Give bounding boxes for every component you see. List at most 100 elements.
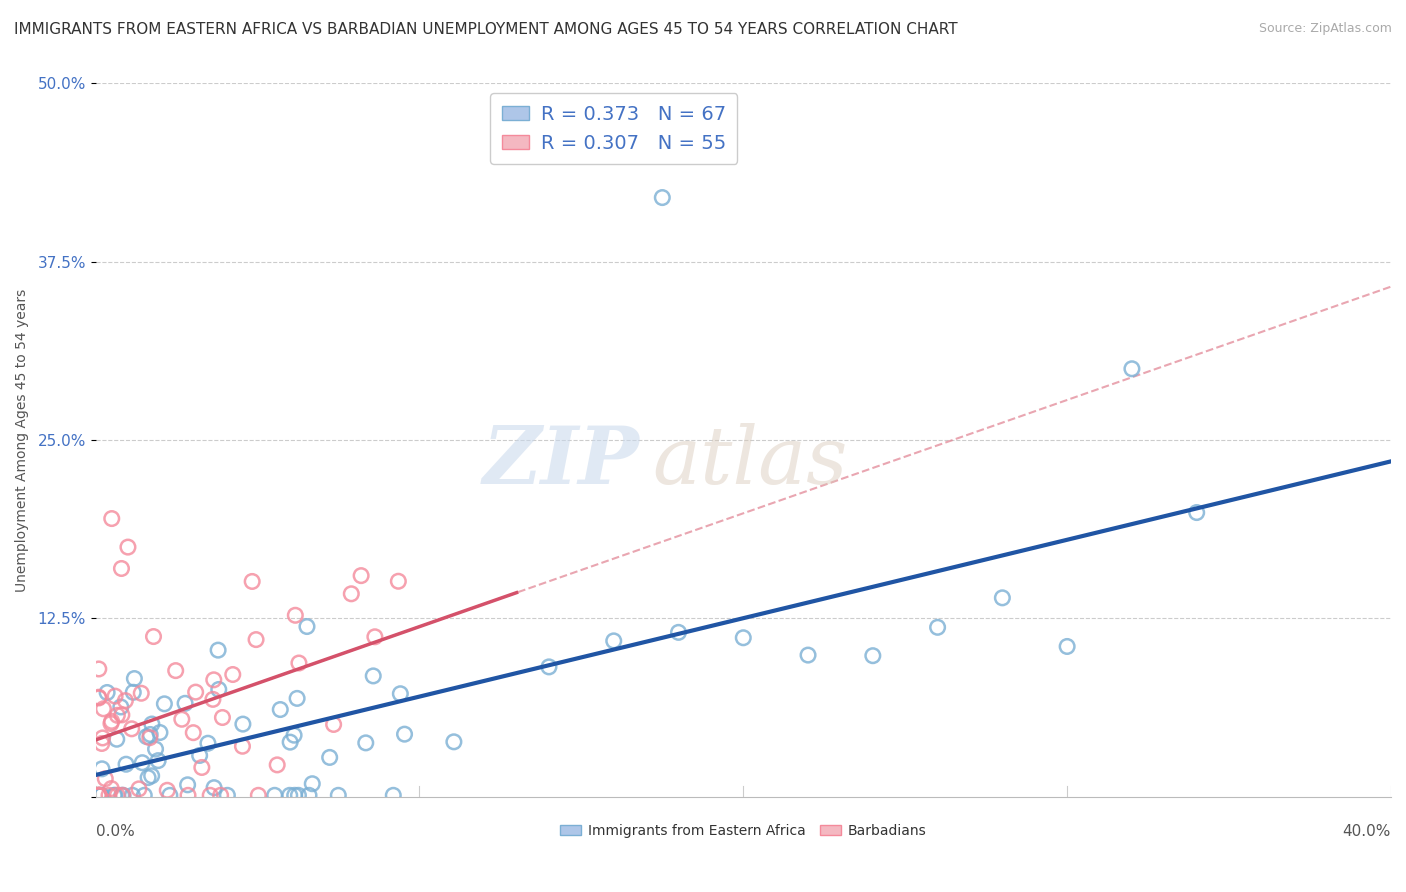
Point [1185, 506, 1208, 520]
Point [245, 632, 267, 647]
Point [87, 662, 110, 676]
Point [141, 769, 163, 783]
Point [91, 762, 114, 776]
Point [184, 685, 207, 699]
Point [1056, 640, 1078, 654]
Point [100, 511, 122, 525]
Legend: Immigrants from Eastern Africa, Barbadians: Immigrants from Eastern Africa, Barbadia… [555, 818, 932, 843]
Point [87, 789, 110, 803]
Point [284, 608, 307, 623]
Point [207, 643, 229, 657]
Point [284, 789, 307, 803]
Point [668, 625, 690, 640]
Point [797, 648, 820, 662]
Point [90, 789, 112, 803]
Point [322, 717, 344, 731]
Point [87, 789, 110, 803]
Point [122, 685, 145, 699]
Point [142, 630, 165, 644]
Point [287, 789, 309, 803]
Text: IMMIGRANTS FROM EASTERN AFRICA VS BARBADIAN UNEMPLOYMENT AMONG AGES 45 TO 54 YEA: IMMIGRANTS FROM EASTERN AFRICA VS BARBAD… [14, 22, 957, 37]
Point [603, 633, 626, 648]
Point [128, 781, 150, 796]
Point [361, 669, 384, 683]
Point [209, 789, 232, 803]
Point [174, 696, 197, 710]
Point [266, 757, 288, 772]
Point [114, 693, 136, 707]
Point [96, 685, 118, 699]
Point [87, 789, 110, 803]
Point [318, 750, 340, 764]
Point [139, 731, 162, 745]
Point [202, 673, 225, 687]
Point [100, 781, 122, 796]
Point [129, 686, 152, 700]
Point [110, 561, 132, 575]
Y-axis label: Unemployment Among Ages 45 to 54 years: Unemployment Among Ages 45 to 54 years [15, 288, 30, 591]
Text: 40.0%: 40.0% [1343, 824, 1391, 839]
Point [188, 748, 211, 763]
Point [98, 789, 121, 803]
Point [201, 692, 224, 706]
Point [93, 702, 115, 716]
Point [87, 789, 110, 803]
Point [87, 690, 110, 705]
Point [165, 664, 187, 678]
Point [382, 789, 405, 803]
Point [197, 736, 219, 750]
Point [278, 789, 301, 803]
Point [87, 789, 110, 803]
Point [100, 716, 122, 731]
Point [247, 789, 270, 803]
Point [156, 783, 179, 797]
Point [124, 672, 146, 686]
Point [90, 736, 112, 750]
Point [651, 190, 673, 204]
Point [149, 725, 172, 739]
Point [100, 714, 122, 729]
Point [111, 789, 134, 803]
Point [387, 574, 409, 589]
Point [208, 682, 231, 697]
Point [295, 619, 318, 633]
Point [328, 789, 350, 803]
Point [394, 727, 416, 741]
Point [170, 712, 193, 726]
Point [301, 777, 323, 791]
Point [105, 789, 128, 803]
Text: Source: ZipAtlas.com: Source: ZipAtlas.com [1258, 22, 1392, 36]
Point [217, 789, 239, 803]
Point [269, 702, 291, 716]
Point [202, 780, 225, 795]
Point [364, 630, 387, 644]
Point [112, 789, 135, 803]
Point [240, 574, 263, 589]
Point [181, 725, 204, 739]
Point [111, 707, 134, 722]
Point [89, 789, 111, 803]
Point [111, 789, 134, 803]
Point [283, 728, 305, 742]
Point [103, 789, 125, 803]
Text: 0.0%: 0.0% [96, 824, 135, 839]
Point [263, 789, 285, 803]
Point [139, 727, 162, 741]
Point [146, 754, 169, 768]
Point [298, 789, 321, 803]
Point [115, 757, 138, 772]
Point [222, 667, 245, 681]
Point [91, 731, 114, 745]
Point [159, 789, 181, 803]
Point [104, 689, 127, 703]
Point [231, 739, 253, 754]
Point [121, 789, 143, 803]
Point [141, 717, 163, 731]
Point [927, 620, 949, 634]
Point [131, 756, 153, 770]
Point [232, 717, 254, 731]
Point [537, 660, 560, 674]
Point [862, 648, 884, 663]
Point [110, 700, 132, 714]
Point [354, 736, 377, 750]
